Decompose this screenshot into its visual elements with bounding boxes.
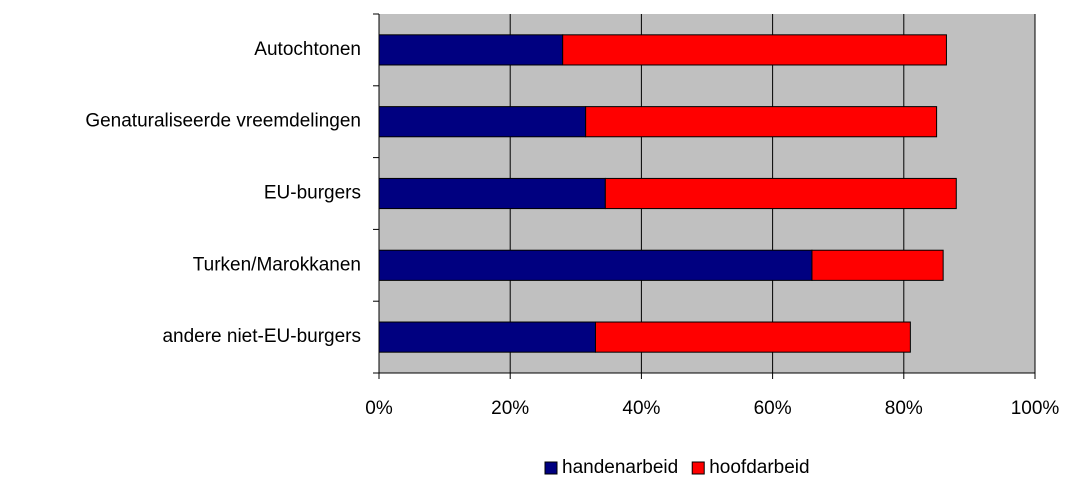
bar-segment <box>562 34 947 66</box>
bar-segment <box>378 249 813 281</box>
bar-segment <box>594 321 911 353</box>
x-tick-label: 80% <box>885 398 923 419</box>
bar-segment <box>811 249 944 281</box>
y-tick-label: Genaturaliseerde vreemdelingen <box>85 111 361 132</box>
legend-swatch <box>691 461 705 475</box>
y-tick-label: Turken/Marokkanen <box>193 254 361 275</box>
y-tick-label: EU-burgers <box>264 183 361 204</box>
bar-segment <box>604 177 957 210</box>
x-tick-label: 20% <box>491 398 529 419</box>
x-tick-label: 0% <box>365 398 393 419</box>
bar-segment <box>585 106 938 138</box>
legend-label: hoofdarbeid <box>709 457 809 478</box>
x-tick-label: 40% <box>622 398 660 419</box>
x-tick-label: 100% <box>1011 398 1060 419</box>
y-tick-label: andere niet-EU-burgers <box>162 326 361 347</box>
bar-segment <box>378 34 564 66</box>
y-tick-label: Autochtonen <box>254 39 361 60</box>
legend-swatch <box>544 461 558 475</box>
bar-segment <box>378 106 587 138</box>
bar-segment <box>378 321 596 353</box>
x-tick-label: 60% <box>754 398 792 419</box>
legend-label: handenarbeid <box>562 457 678 478</box>
bar-segment <box>378 177 606 210</box>
